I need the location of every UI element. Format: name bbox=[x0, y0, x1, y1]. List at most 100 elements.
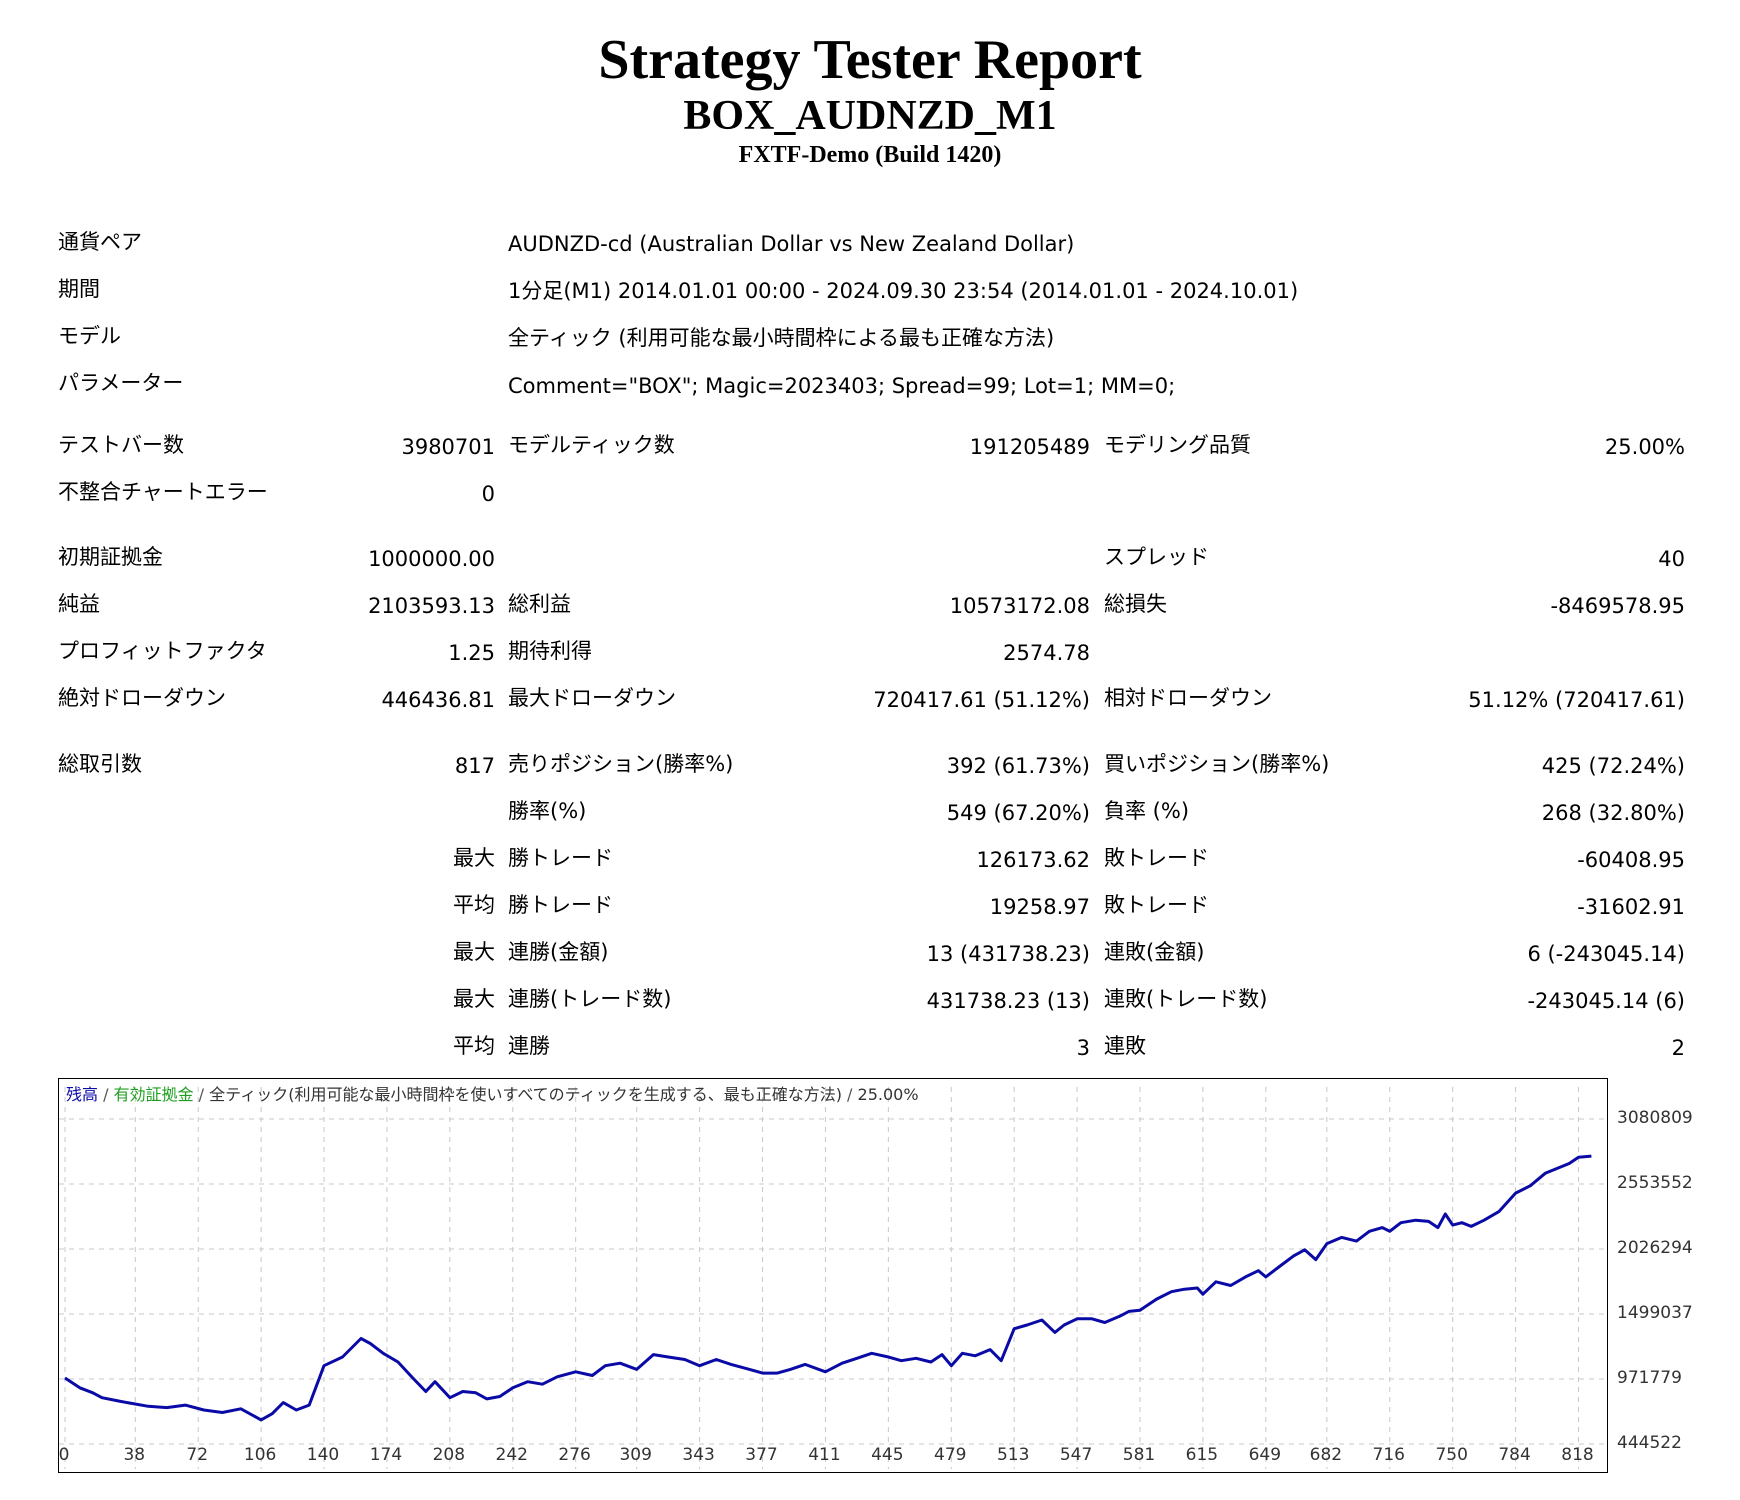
mismatch-label: 不整合チャートエラー bbox=[58, 480, 268, 504]
expert-name: BOX_AUDNZD_M1 bbox=[683, 93, 1057, 139]
bars-value: 3980701 bbox=[401, 435, 495, 459]
loss-rate-value: 268 (32.80%) bbox=[1541, 801, 1685, 825]
x-tick-label: 140 bbox=[306, 1445, 340, 1465]
x-tick-label: 38 bbox=[123, 1445, 146, 1465]
y-tick-label: 2026294 bbox=[1617, 1238, 1693, 1258]
abs-drawdown-value: 446436.81 bbox=[381, 688, 495, 712]
max-consec-label: 最大 bbox=[453, 940, 495, 964]
x-tick-label: 818 bbox=[1561, 1445, 1594, 1465]
max-consec-lossamt-label: 連敗(トレード数) bbox=[1104, 987, 1268, 1011]
x-tick-label: 377 bbox=[745, 1445, 778, 1465]
y-tick-label: 2553552 bbox=[1617, 1173, 1693, 1193]
max-consec2-label: 最大 bbox=[453, 987, 495, 1011]
y-tick-label: 3080809 bbox=[1617, 1108, 1693, 1128]
legend-quality: 25.00% bbox=[857, 1085, 919, 1104]
x-tick-label: 581 bbox=[1122, 1445, 1156, 1465]
expected-payoff-label: 期待利得 bbox=[508, 639, 592, 663]
legend-sep: / bbox=[841, 1085, 858, 1104]
avg-consec-win-label: 連勝 bbox=[508, 1034, 550, 1058]
rel-drawdown-value: 51.12% (720417.61) bbox=[1468, 688, 1685, 712]
average-label: 平均 bbox=[453, 893, 495, 917]
x-tick-label: 411 bbox=[808, 1445, 841, 1465]
x-tick-label: 615 bbox=[1185, 1445, 1219, 1465]
x-tick-label: 106 bbox=[243, 1445, 277, 1465]
avg-loss-value: -31602.91 bbox=[1577, 895, 1685, 919]
model-label: モデル bbox=[58, 324, 121, 348]
expected-payoff-value: 2574.78 bbox=[1003, 641, 1090, 665]
x-tick-label: 242 bbox=[495, 1445, 528, 1465]
legend-sep: / bbox=[98, 1085, 114, 1104]
x-tick-label: 309 bbox=[619, 1445, 652, 1465]
profit-factor-value: 1.25 bbox=[448, 641, 495, 665]
balance-chart-svg bbox=[59, 1087, 1606, 1469]
abs-drawdown-label: 絶対ドローダウン bbox=[58, 686, 226, 710]
params-label: パラメーター bbox=[58, 371, 184, 395]
x-tick-label: 174 bbox=[369, 1445, 403, 1465]
max-consec-lossamt-value: -243045.14 (6) bbox=[1527, 989, 1685, 1013]
win-rate-value: 549 (67.20%) bbox=[946, 801, 1090, 825]
deposit-value: 1000000.00 bbox=[368, 547, 495, 571]
report-title: Strategy Tester Report bbox=[598, 29, 1142, 91]
short-positions-value: 392 (61.73%) bbox=[946, 754, 1090, 778]
long-positions-label: 買いポジション(勝率%) bbox=[1104, 752, 1330, 776]
legend-balance: 残高 bbox=[66, 1085, 99, 1104]
largest-win-label: 勝トレード bbox=[508, 846, 613, 870]
total-trades-value: 817 bbox=[454, 754, 495, 778]
profit-factor-label: プロフィットファクタ bbox=[58, 639, 267, 663]
avg-win-label: 勝トレード bbox=[508, 893, 613, 917]
gross-profit-label: 総利益 bbox=[508, 592, 571, 616]
avg-consec-label: 平均 bbox=[453, 1034, 495, 1058]
quality-value: 25.00% bbox=[1604, 435, 1685, 459]
x-tick-label: 479 bbox=[934, 1445, 967, 1465]
x-tick-label: 72 bbox=[186, 1445, 209, 1465]
max-consec-win-label: 連勝(金額) bbox=[508, 940, 609, 964]
x-tick-label: 0 bbox=[58, 1445, 70, 1465]
symbol-value: AUDNZD-cd (Australian Dollar vs New Zeal… bbox=[508, 232, 1075, 256]
net-profit-label: 純益 bbox=[58, 592, 100, 616]
y-tick-label: 444522 bbox=[1617, 1433, 1682, 1453]
avg-loss-label: 敗トレード bbox=[1104, 893, 1209, 917]
avg-win-value: 19258.97 bbox=[989, 895, 1090, 919]
x-tick-label: 547 bbox=[1059, 1445, 1093, 1465]
legend-equity: 有効証拠金 bbox=[113, 1085, 194, 1104]
max-consec-win-value: 13 (431738.23) bbox=[926, 942, 1090, 966]
legend-sep: / bbox=[193, 1085, 210, 1104]
x-tick-label: 208 bbox=[432, 1445, 466, 1465]
x-tick-label: 649 bbox=[1248, 1445, 1282, 1465]
max-drawdown-value: 720417.61 (51.12%) bbox=[873, 688, 1090, 712]
y-tick-label: 1499037 bbox=[1617, 1303, 1693, 1323]
largest-loss-label: 敗トレード bbox=[1104, 846, 1209, 870]
largest-label: 最大 bbox=[453, 846, 495, 870]
long-positions-value: 425 (72.24%) bbox=[1541, 754, 1685, 778]
total-trades-label: 総取引数 bbox=[58, 752, 142, 776]
rel-drawdown-label: 相対ドローダウン bbox=[1104, 686, 1272, 710]
max-consec-loss-label: 連敗(金額) bbox=[1104, 940, 1205, 964]
ticks-label: モデルティック数 bbox=[508, 433, 675, 457]
short-positions-label: 売りポジション(勝率%) bbox=[508, 752, 734, 776]
balance-chart bbox=[58, 1078, 1608, 1473]
server-build: FXTF-Demo (Build 1420) bbox=[738, 142, 1002, 168]
win-rate-label: 勝率(%) bbox=[508, 799, 587, 823]
max-consec-profit-value: 431738.23 (13) bbox=[926, 989, 1090, 1013]
largest-win-value: 126173.62 bbox=[976, 848, 1090, 872]
quality-label: モデリング品質 bbox=[1104, 433, 1251, 457]
gross-loss-label: 総損失 bbox=[1104, 592, 1167, 616]
net-profit-value: 2103593.13 bbox=[368, 594, 495, 618]
x-tick-label: 445 bbox=[871, 1445, 904, 1465]
x-tick-label: 682 bbox=[1309, 1445, 1343, 1465]
period-label: 期間 bbox=[58, 277, 100, 301]
x-tick-label: 343 bbox=[682, 1445, 715, 1465]
symbol-label: 通貨ペア bbox=[58, 230, 142, 254]
deposit-label: 初期証拠金 bbox=[58, 545, 163, 569]
max-consec-profit-label: 連勝(トレード数) bbox=[508, 987, 672, 1011]
params-value: Comment="BOX"; Magic=2023403; Spread=99;… bbox=[508, 374, 1176, 398]
x-tick-label: 784 bbox=[1498, 1445, 1531, 1465]
largest-loss-value: -60408.95 bbox=[1577, 848, 1685, 872]
bars-label: テストバー数 bbox=[58, 433, 184, 457]
x-tick-label: 276 bbox=[558, 1445, 591, 1465]
gross-loss-value: -8469578.95 bbox=[1550, 594, 1685, 618]
gross-profit-value: 10573172.08 bbox=[949, 594, 1090, 618]
avg-consec-win-value: 3 bbox=[1076, 1036, 1090, 1060]
avg-consec-loss-value: 2 bbox=[1671, 1036, 1685, 1060]
spread-label: スプレッド bbox=[1104, 545, 1209, 569]
